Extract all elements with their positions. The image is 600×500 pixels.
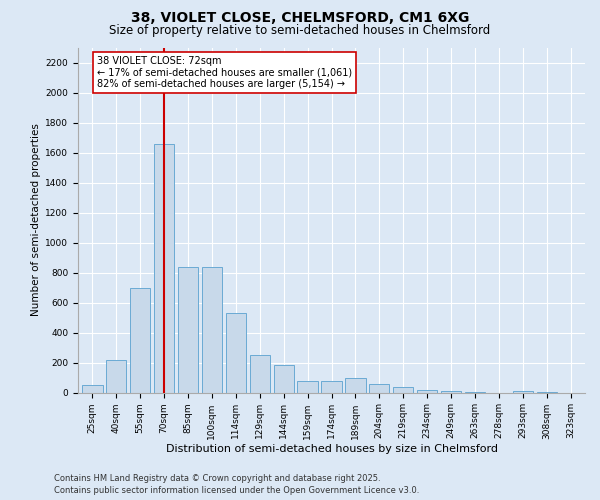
- Bar: [226, 313, 246, 392]
- Text: Size of property relative to semi-detached houses in Chelmsford: Size of property relative to semi-detach…: [109, 24, 491, 37]
- Bar: [274, 365, 294, 392]
- Bar: [345, 378, 365, 392]
- Bar: [82, 385, 103, 392]
- Bar: [178, 266, 198, 392]
- Bar: [417, 390, 437, 392]
- Text: 38, VIOLET CLOSE, CHELMSFORD, CM1 6XG: 38, VIOLET CLOSE, CHELMSFORD, CM1 6XG: [131, 11, 469, 25]
- Text: Contains HM Land Registry data © Crown copyright and database right 2025.
Contai: Contains HM Land Registry data © Crown c…: [54, 474, 419, 495]
- X-axis label: Distribution of semi-detached houses by size in Chelmsford: Distribution of semi-detached houses by …: [166, 444, 497, 454]
- Y-axis label: Number of semi-detached properties: Number of semi-detached properties: [31, 124, 41, 316]
- Bar: [322, 381, 341, 392]
- Bar: [130, 288, 151, 393]
- Bar: [393, 386, 413, 392]
- Bar: [106, 360, 127, 392]
- Bar: [298, 381, 318, 392]
- Text: 38 VIOLET CLOSE: 72sqm
← 17% of semi-detached houses are smaller (1,061)
82% of : 38 VIOLET CLOSE: 72sqm ← 17% of semi-det…: [97, 56, 352, 90]
- Bar: [154, 144, 174, 392]
- Bar: [441, 391, 461, 392]
- Bar: [250, 355, 270, 393]
- Bar: [512, 391, 533, 392]
- Bar: [202, 266, 222, 392]
- Bar: [369, 384, 389, 392]
